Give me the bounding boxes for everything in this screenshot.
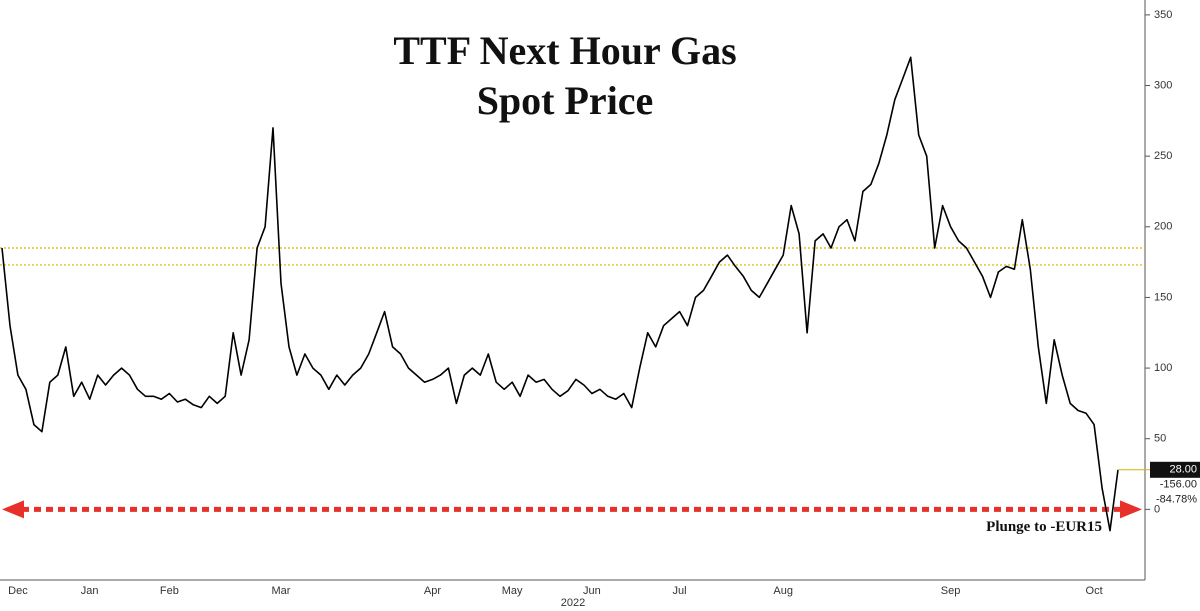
readout: 28.00 [1169, 464, 1197, 476]
arrow-head [1120, 500, 1142, 519]
x-tick-label: Apr [424, 585, 441, 597]
y-tick-label: 300 [1154, 79, 1172, 91]
x-tick-label: Jan [81, 585, 99, 597]
x-axis-label: 2022 [561, 597, 585, 609]
y-tick-label: 350 [1154, 9, 1172, 21]
y-tick-label: 150 [1154, 291, 1172, 303]
x-tick-label: May [502, 585, 523, 597]
annotation: Plunge to -EUR15 [986, 519, 1102, 535]
x-tick-label: Dec [8, 585, 28, 597]
x-tick-label: Oct [1086, 585, 1103, 597]
readout: -84.78% [1156, 494, 1197, 506]
x-tick-label: Aug [773, 585, 793, 597]
y-tick-label: 200 [1154, 221, 1172, 233]
y-tick-label: 50 [1154, 433, 1166, 445]
x-tick-label: Jul [673, 585, 687, 597]
x-tick-label: Sep [941, 585, 961, 597]
y-tick-label: 250 [1154, 150, 1172, 162]
arrow-head [2, 500, 24, 519]
x-tick-label: Mar [272, 585, 291, 597]
price-line [1, 56, 1119, 532]
x-tick-label: Jun [583, 585, 601, 597]
chart-title: TTF Next Hour Gas [393, 28, 736, 73]
readout: -156.00 [1160, 479, 1197, 491]
x-tick-label: Feb [160, 585, 179, 597]
y-tick-label: 100 [1154, 362, 1172, 374]
y-tick-label: 0 [1154, 503, 1160, 515]
chart-subtitle: Spot Price [477, 78, 654, 123]
readout-box [1150, 461, 1200, 478]
